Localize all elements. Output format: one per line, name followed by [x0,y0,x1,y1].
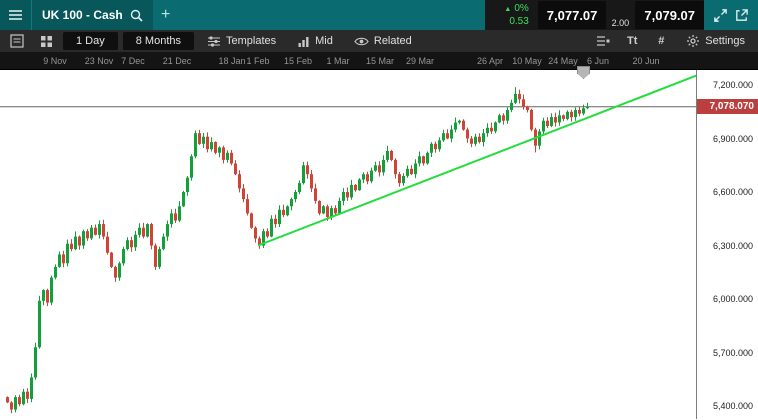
x-axis-label: 21 Dec [162,56,192,66]
price-axis[interactable]: 7,078.070 7,200.000 6,900.000 6,600.000 6,3… [696,70,758,419]
x-axis-label: 1 Mar [326,56,350,66]
price-type-icon [298,36,309,47]
y-axis-label: 6,300.000 [712,240,753,251]
x-axis-label: 23 Nov [84,56,114,66]
range-dropdown[interactable]: 8 Months [122,32,194,50]
x-axis-label: 15 Mar [365,56,395,66]
spread-value: 2.00 [611,18,630,28]
y-axis-label: 6,900.000 [712,133,753,144]
buy-price-button[interactable]: 7,079.07 [635,1,704,29]
y-axis-label: 7,200.000 [712,80,753,90]
plot-row: 7,078.070 7,200.000 6,900.000 6,600.000 6,3… [0,70,758,419]
interval-dropdown[interactable]: 1 Day [63,32,118,50]
candlestick-chart [0,74,696,414]
text-tool-icon: Tt [627,35,638,47]
add-tab-button[interactable]: + [153,0,179,30]
panel-icon [10,34,24,48]
templates-button[interactable]: Templates [199,32,284,50]
x-axis-label: 10 May [512,56,542,66]
expand-icon[interactable] [713,8,728,23]
y-axis-label: 6,600.000 [712,187,753,197]
price-change: ▲ 0% 0.53 [485,0,537,30]
change-percent: 0% [514,2,529,14]
instrument-tab[interactable]: UK 100 - Cash [32,0,153,30]
x-axis-label: 7 Dec [121,56,145,66]
y-axis-label: 6,000.000 [712,294,753,304]
chart-plot[interactable] [0,70,696,419]
topbar: UK 100 - Cash + ▲ 0% 0.53 7,077.07 2.00 7… [0,0,758,30]
x-axis-label: 1 Feb [246,56,270,66]
grid-icon: # [658,35,665,47]
templates-label: Templates [226,35,277,47]
current-price-badge: 7,078.070 [697,99,758,115]
sell-price-button[interactable]: 7,077.07 [537,1,607,29]
x-axis-label: 9 Nov [43,56,67,66]
scroll-marker[interactable] [577,66,590,79]
list-icon [597,36,610,46]
x-axis-label: 26 Apr [476,56,504,66]
layout-button[interactable] [34,32,58,50]
templates-icon [208,35,220,47]
x-axis-label: 29 Mar [405,56,435,66]
settings-label: Settings [705,35,745,47]
quote-panel: ▲ 0% 0.53 7,077.07 2.00 7,079.07 [484,0,704,30]
grid-toggle-button[interactable]: # [649,32,673,50]
chart-area: 9 Nov 23 Nov 7 Dec 21 Dec 18 Jan 1 Feb 15 Feb 1… [0,52,758,420]
up-triangle-icon: ▲ [504,5,512,13]
layout-grid-icon [40,35,52,47]
pop-out-icon[interactable] [734,8,749,23]
related-dropdown[interactable]: Related [346,32,420,50]
order-panel-button[interactable] [5,32,29,50]
change-absolute: 0.53 [509,15,529,27]
text-tool-button[interactable]: Tt [620,32,644,50]
change-percent-row: ▲ 0% [504,3,528,16]
chart-list-button[interactable] [591,32,615,50]
price-type-dropdown[interactable]: Mid [289,32,341,50]
x-axis-label: 24 May [548,56,578,66]
eye-icon [354,37,369,45]
price-type-label: Mid [315,35,333,47]
settings-button[interactable]: Settings [678,32,753,50]
date-axis[interactable]: 9 Nov 23 Nov 7 Dec 21 Dec 18 Jan 1 Feb 15 Feb 1… [0,52,758,70]
topbar-spacer [179,0,485,30]
related-label: Related [373,35,412,47]
window-controls [704,0,758,30]
search-icon[interactable] [130,9,143,22]
x-axis-label: 18 Jan [218,56,246,66]
gear-icon [687,35,700,47]
instrument-name: UK 100 - Cash [42,8,123,22]
x-axis-label: 15 Feb [283,56,313,66]
y-axis-label: 5,400.000 [712,401,753,411]
x-axis-label: 20 Jun [632,56,660,66]
spread-column: 2.00 [606,0,634,30]
chart-toolbar: 1 Day 8 Months Templates Mid Related [0,30,758,52]
x-axis-label: 6 Jun [586,56,610,66]
y-axis-label: 5,700.000 [712,347,753,358]
hamburger-icon [9,10,22,20]
menu-button[interactable] [0,0,32,30]
